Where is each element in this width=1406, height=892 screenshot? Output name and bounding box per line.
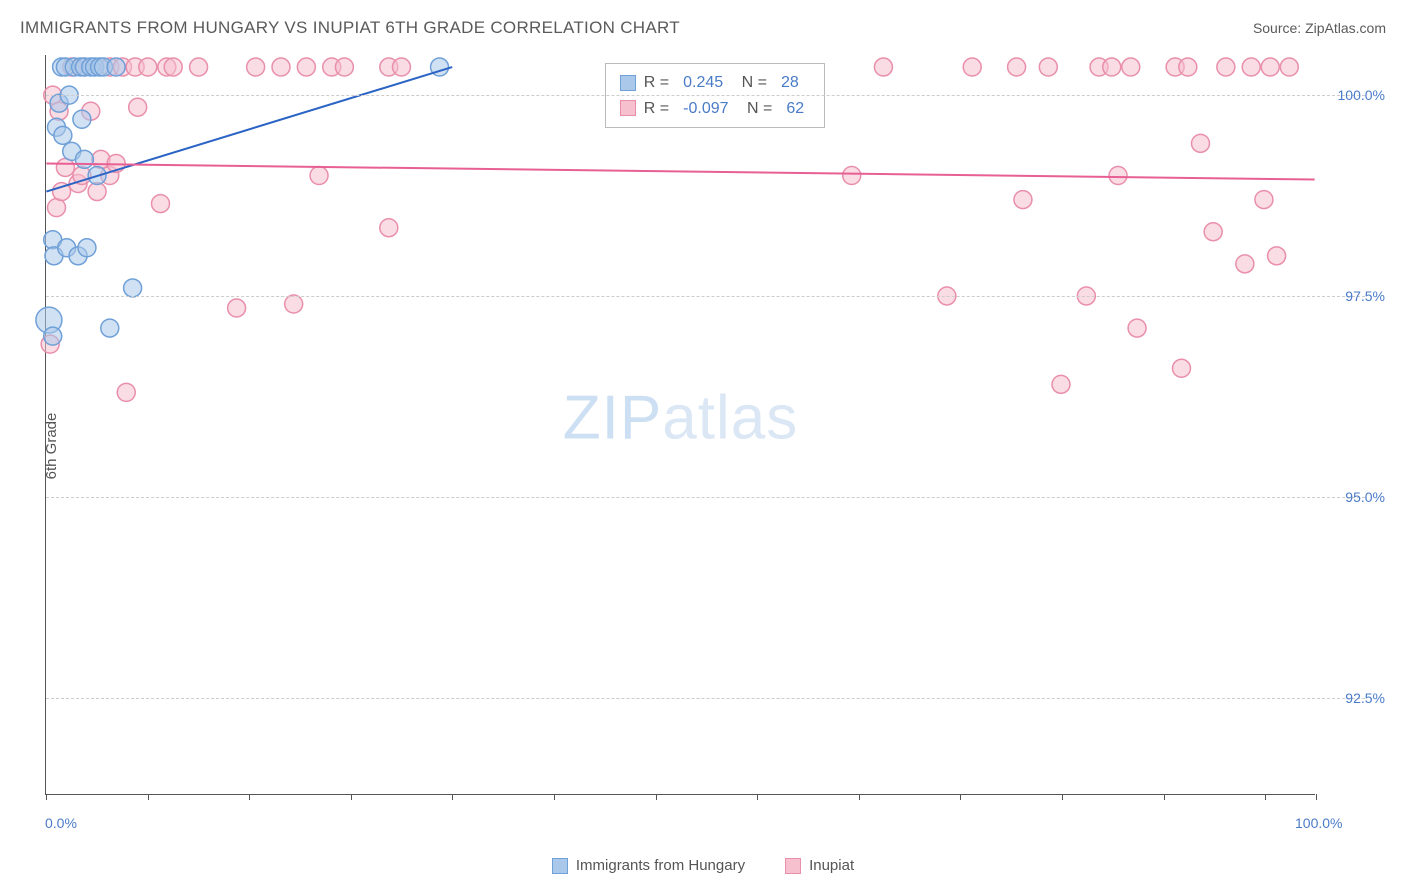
- data-point: [48, 199, 66, 217]
- data-point: [152, 195, 170, 213]
- source-link[interactable]: ZipAtlas.com: [1305, 20, 1386, 36]
- data-point: [335, 58, 353, 76]
- r-value: 0.245: [683, 70, 723, 96]
- r-label: R =: [644, 96, 669, 122]
- data-point: [1128, 319, 1146, 337]
- data-point: [1179, 58, 1197, 76]
- data-point: [392, 58, 410, 76]
- x-tick: [960, 794, 961, 800]
- data-point: [843, 167, 861, 185]
- r-label: R =: [644, 70, 669, 96]
- source-attribution: Source: ZipAtlas.com: [1253, 20, 1386, 36]
- data-point: [1008, 58, 1026, 76]
- data-point: [73, 110, 91, 128]
- data-point: [1204, 223, 1222, 241]
- data-point: [963, 58, 981, 76]
- trend-line: [46, 67, 452, 192]
- source-prefix: Source:: [1253, 20, 1305, 36]
- data-point: [1172, 359, 1190, 377]
- x-tick: [452, 794, 453, 800]
- data-point: [54, 126, 72, 144]
- r-value: -0.097: [683, 96, 728, 122]
- data-point: [1217, 58, 1235, 76]
- data-point: [124, 279, 142, 297]
- data-point: [1014, 191, 1032, 209]
- data-point: [1109, 167, 1127, 185]
- y-tick-label: 100.0%: [1338, 87, 1385, 103]
- gridline: [46, 497, 1365, 498]
- legend-item: Inupiat: [785, 857, 854, 874]
- legend-label: Immigrants from Hungary: [576, 857, 745, 874]
- x-tick: [859, 794, 860, 800]
- data-point: [1052, 375, 1070, 393]
- data-point: [75, 150, 93, 168]
- data-point: [78, 239, 96, 257]
- data-point: [874, 58, 892, 76]
- x-tick: [1062, 794, 1063, 800]
- gridline: [46, 698, 1365, 699]
- n-label: N =: [737, 70, 767, 96]
- correlation-row: R = 0.245 N = 28: [620, 70, 810, 96]
- data-point: [129, 98, 147, 116]
- data-point: [1236, 255, 1254, 273]
- data-point: [247, 58, 265, 76]
- scatter-chart: ZIPatlas R =0.245 N =28R =-0.097 N =62 9…: [45, 55, 1315, 795]
- n-value: 62: [786, 96, 804, 122]
- x-tick: [351, 794, 352, 800]
- data-point: [44, 327, 62, 345]
- data-point: [285, 295, 303, 313]
- y-tick-label: 97.5%: [1345, 288, 1385, 304]
- data-point: [1192, 134, 1210, 152]
- correlation-row: R = -0.097 N = 62: [620, 96, 810, 122]
- legend-swatch: [552, 858, 568, 874]
- legend-swatch: [620, 75, 636, 91]
- y-tick-label: 92.5%: [1345, 690, 1385, 706]
- n-label: N =: [743, 96, 773, 122]
- x-tick: [554, 794, 555, 800]
- x-axis-min-label: 0.0%: [45, 815, 77, 831]
- data-point: [101, 319, 119, 337]
- data-point: [228, 299, 246, 317]
- data-point: [1039, 58, 1057, 76]
- data-point: [164, 58, 182, 76]
- data-point: [1103, 58, 1121, 76]
- data-point: [310, 167, 328, 185]
- x-tick: [1265, 794, 1266, 800]
- data-point: [56, 158, 74, 176]
- bottom-legend: Immigrants from Hungary Inupiat: [0, 857, 1406, 874]
- x-tick: [46, 794, 47, 800]
- data-point: [117, 383, 135, 401]
- data-point: [272, 58, 290, 76]
- data-point: [1280, 58, 1298, 76]
- x-tick: [1316, 794, 1317, 800]
- gridline: [46, 296, 1365, 297]
- y-tick-label: 95.0%: [1345, 489, 1385, 505]
- data-point: [1122, 58, 1140, 76]
- data-point: [1268, 247, 1286, 265]
- plot-svg: [46, 55, 1315, 794]
- data-point: [107, 58, 125, 76]
- data-point: [297, 58, 315, 76]
- legend-swatch: [620, 100, 636, 116]
- data-point: [1255, 191, 1273, 209]
- x-tick: [249, 794, 250, 800]
- data-point: [190, 58, 208, 76]
- x-tick: [656, 794, 657, 800]
- gridline: [46, 95, 1365, 96]
- x-axis-max-label: 100.0%: [1295, 815, 1342, 831]
- n-value: 28: [781, 70, 799, 96]
- data-point: [1261, 58, 1279, 76]
- data-point: [139, 58, 157, 76]
- data-point: [88, 183, 106, 201]
- legend-swatch: [785, 858, 801, 874]
- legend-label: Inupiat: [809, 857, 854, 874]
- x-tick: [148, 794, 149, 800]
- data-point: [380, 219, 398, 237]
- x-tick: [1164, 794, 1165, 800]
- legend-item: Immigrants from Hungary: [552, 857, 745, 874]
- x-tick: [757, 794, 758, 800]
- data-point: [1242, 58, 1260, 76]
- chart-title: IMMIGRANTS FROM HUNGARY VS INUPIAT 6TH G…: [20, 18, 680, 38]
- chart-header: IMMIGRANTS FROM HUNGARY VS INUPIAT 6TH G…: [20, 18, 1386, 38]
